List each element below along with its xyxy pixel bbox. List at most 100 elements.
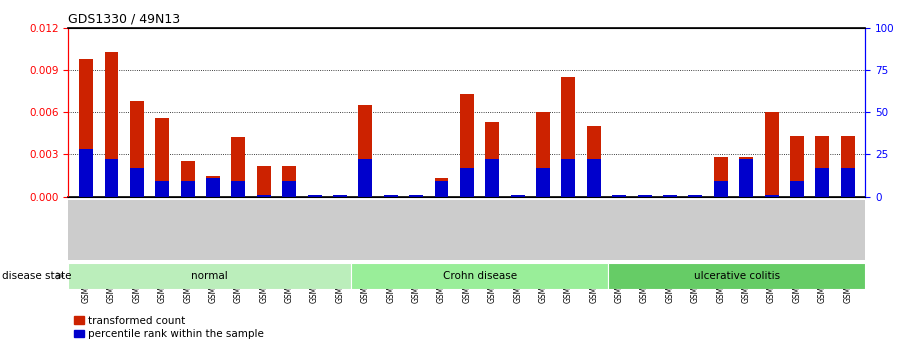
- Text: GSM29599: GSM29599: [183, 203, 192, 240]
- Text: GSM29606: GSM29606: [361, 203, 370, 240]
- Text: GSM29610: GSM29610: [463, 203, 471, 240]
- Bar: [155, 118, 169, 197]
- Bar: [460, 168, 474, 197]
- Bar: [612, 195, 626, 197]
- Text: GSM29605: GSM29605: [335, 203, 344, 240]
- Text: GSM29614: GSM29614: [564, 203, 573, 240]
- Bar: [511, 195, 525, 197]
- Text: GSM29620: GSM29620: [716, 203, 725, 240]
- Bar: [663, 195, 677, 197]
- Bar: [561, 77, 576, 197]
- Text: GSM29616: GSM29616: [615, 203, 624, 240]
- Text: GDS1330 / 49N13: GDS1330 / 49N13: [68, 12, 180, 25]
- Text: GSM29611: GSM29611: [487, 203, 496, 240]
- Bar: [384, 195, 398, 197]
- Bar: [231, 138, 245, 197]
- Bar: [206, 178, 220, 197]
- Bar: [486, 122, 499, 197]
- Bar: [587, 159, 600, 197]
- Bar: [308, 195, 322, 197]
- Bar: [841, 168, 855, 197]
- Bar: [409, 195, 423, 197]
- Text: GSM29598: GSM29598: [158, 203, 167, 240]
- Bar: [105, 51, 118, 197]
- Text: GSM29618: GSM29618: [665, 203, 674, 240]
- Bar: [130, 101, 144, 197]
- Bar: [180, 161, 195, 197]
- Bar: [815, 136, 829, 197]
- Bar: [663, 195, 677, 197]
- Bar: [435, 181, 448, 197]
- Text: GSM29600: GSM29600: [209, 203, 218, 240]
- Bar: [841, 136, 855, 197]
- Bar: [790, 181, 804, 197]
- Bar: [713, 181, 728, 197]
- Text: normal: normal: [191, 271, 228, 281]
- Bar: [460, 94, 474, 197]
- Text: GSM29596: GSM29596: [107, 203, 116, 240]
- Bar: [257, 166, 271, 197]
- Bar: [764, 112, 779, 197]
- Bar: [384, 195, 398, 197]
- Bar: [308, 195, 322, 197]
- Bar: [790, 136, 804, 197]
- Bar: [511, 195, 525, 197]
- Bar: [815, 168, 829, 197]
- Bar: [638, 195, 651, 197]
- Bar: [764, 195, 779, 197]
- Bar: [333, 195, 347, 197]
- Bar: [536, 112, 550, 197]
- Bar: [435, 178, 448, 197]
- Text: GSM29621: GSM29621: [742, 203, 751, 240]
- Text: GSM29613: GSM29613: [538, 203, 548, 240]
- Bar: [713, 157, 728, 197]
- Bar: [587, 126, 600, 197]
- Text: GSM29624: GSM29624: [818, 203, 827, 240]
- Bar: [105, 159, 118, 197]
- Text: GSM29603: GSM29603: [284, 203, 293, 240]
- Text: GSM29601: GSM29601: [234, 203, 243, 240]
- Bar: [282, 181, 296, 197]
- Bar: [689, 195, 702, 197]
- Text: GSM29597: GSM29597: [132, 203, 141, 240]
- Text: GSM29607: GSM29607: [386, 203, 395, 240]
- Bar: [333, 195, 347, 197]
- Bar: [155, 181, 169, 197]
- Bar: [486, 159, 499, 197]
- Text: ulcerative colitis: ulcerative colitis: [694, 271, 780, 281]
- Text: GSM29612: GSM29612: [513, 203, 522, 240]
- Bar: [358, 159, 373, 197]
- Bar: [612, 195, 626, 197]
- Text: GSM29622: GSM29622: [767, 203, 776, 240]
- Legend: transformed count, percentile rank within the sample: transformed count, percentile rank withi…: [74, 316, 264, 339]
- Bar: [561, 159, 576, 197]
- Text: GSM29615: GSM29615: [589, 203, 599, 240]
- Bar: [409, 195, 423, 197]
- Bar: [206, 176, 220, 197]
- Bar: [689, 195, 702, 197]
- Bar: [231, 181, 245, 197]
- Text: GSM29595: GSM29595: [82, 203, 90, 240]
- Bar: [739, 159, 753, 197]
- Text: GSM29604: GSM29604: [310, 203, 319, 240]
- Text: GSM29625: GSM29625: [844, 203, 852, 240]
- Text: disease state: disease state: [2, 271, 71, 281]
- Bar: [257, 195, 271, 197]
- Bar: [130, 168, 144, 197]
- Text: GSM29619: GSM29619: [691, 203, 700, 240]
- Bar: [282, 166, 296, 197]
- Text: Crohn disease: Crohn disease: [443, 271, 517, 281]
- Bar: [68, 263, 351, 289]
- Text: GSM29602: GSM29602: [260, 203, 269, 240]
- Bar: [536, 168, 550, 197]
- Bar: [739, 157, 753, 197]
- Text: GSM29617: GSM29617: [640, 203, 650, 240]
- Text: GSM29623: GSM29623: [793, 203, 802, 240]
- Bar: [609, 263, 865, 289]
- Bar: [351, 263, 609, 289]
- Bar: [358, 105, 373, 197]
- Bar: [79, 59, 93, 197]
- Bar: [638, 195, 651, 197]
- Text: GSM29609: GSM29609: [437, 203, 446, 240]
- Text: GSM29608: GSM29608: [412, 203, 421, 240]
